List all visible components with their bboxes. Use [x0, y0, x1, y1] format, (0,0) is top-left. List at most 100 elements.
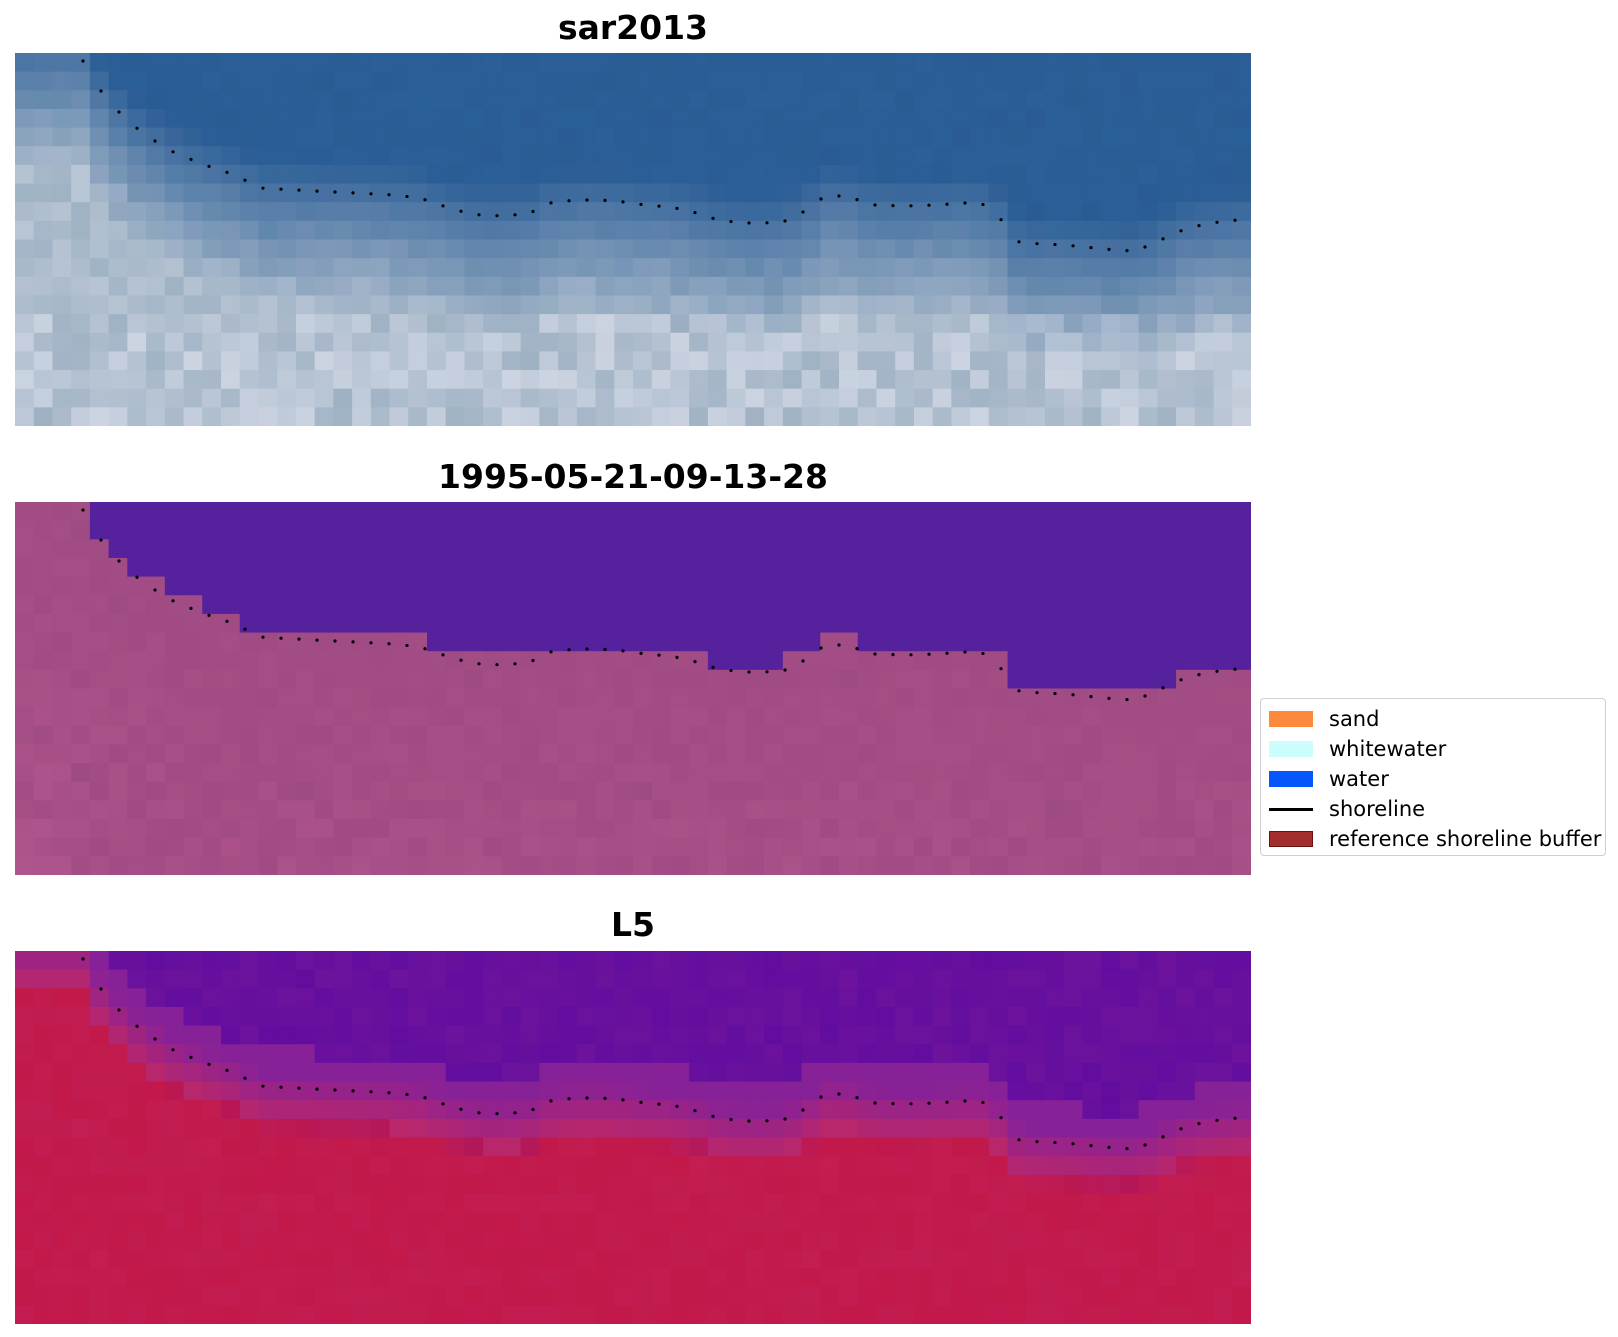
- image-pixel: [483, 370, 503, 390]
- image-pixel: [1101, 595, 1121, 615]
- image-pixel: [1138, 1212, 1158, 1232]
- image-pixel: [839, 951, 859, 971]
- image-pixel: [1101, 1025, 1121, 1045]
- image-pixel: [483, 651, 503, 671]
- classified-image: [15, 502, 1251, 875]
- image-pixel: [801, 90, 821, 110]
- shoreline-point: [927, 203, 931, 207]
- image-pixel: [1157, 800, 1177, 820]
- image-pixel: [427, 351, 447, 371]
- image-pixel: [370, 800, 391, 820]
- image-pixel: [1007, 539, 1027, 559]
- shoreline-point: [801, 659, 805, 663]
- image-pixel: [558, 53, 578, 73]
- shoreline-point: [585, 198, 589, 202]
- legend-item-reference-shoreline-buffer: reference shoreline buffer: [1269, 827, 1601, 851]
- image-pixel: [576, 763, 597, 783]
- image-pixel: [333, 800, 353, 820]
- image-pixel: [1063, 969, 1084, 989]
- image-pixel: [1213, 651, 1233, 671]
- image-pixel: [876, 576, 896, 596]
- image-pixel: [1045, 1156, 1065, 1176]
- image-pixel: [633, 351, 653, 371]
- image-pixel: [427, 1305, 447, 1324]
- image-pixel: [108, 71, 128, 91]
- shoreline-point: [369, 192, 373, 196]
- image-pixel: [689, 502, 709, 522]
- image-pixel: [52, 295, 72, 315]
- image-pixel: [1007, 108, 1027, 129]
- image-pixel: [1176, 1006, 1196, 1027]
- image-pixel: [932, 1044, 952, 1064]
- image-pixel: [1213, 239, 1233, 259]
- image-pixel: [15, 1118, 35, 1139]
- image-pixel: [1176, 520, 1196, 540]
- image-pixel: [445, 1305, 466, 1324]
- image-pixel: [333, 1230, 353, 1250]
- image-pixel: [408, 781, 428, 801]
- shoreline-point: [1215, 669, 1219, 673]
- image-pixel: [202, 1062, 222, 1083]
- image-pixel: [389, 314, 409, 334]
- image-pixel: [857, 146, 878, 166]
- image-pixel: [146, 164, 166, 185]
- image-pixel: [539, 1137, 559, 1157]
- image-pixel: [1232, 856, 1251, 875]
- image-pixel: [782, 258, 803, 278]
- shoreline-point: [855, 1096, 859, 1100]
- image-pixel: [89, 351, 110, 371]
- image-pixel: [71, 856, 91, 875]
- image-pixel: [745, 1174, 765, 1195]
- image-pixel: [576, 370, 597, 390]
- image-pixel: [445, 314, 466, 334]
- image-pixel: [164, 1230, 185, 1250]
- image-pixel: [52, 351, 72, 371]
- shoreline-point: [621, 649, 625, 653]
- image-pixel: [239, 781, 260, 801]
- shoreline-point: [1215, 220, 1219, 224]
- image-pixel: [277, 725, 297, 746]
- shoreline-point: [99, 987, 103, 991]
- image-pixel: [726, 595, 746, 615]
- shoreline-point: [963, 201, 967, 205]
- shoreline-point: [99, 538, 103, 542]
- image-pixel: [71, 1062, 91, 1083]
- image-pixel: [539, 388, 559, 408]
- image-pixel: [595, 388, 615, 408]
- image-pixel: [539, 1025, 559, 1045]
- image-pixel: [445, 332, 466, 352]
- image-pixel: [258, 669, 278, 690]
- image-pixel: [1138, 90, 1158, 110]
- image-pixel: [1082, 53, 1102, 73]
- image-pixel: [295, 539, 316, 559]
- image-pixel: [483, 1193, 503, 1213]
- image-pixel: [1157, 146, 1177, 166]
- image-pixel: [127, 388, 147, 408]
- image-pixel: [782, 276, 803, 297]
- image-pixel: [1007, 127, 1027, 147]
- image-pixel: [15, 108, 35, 129]
- image-pixel: [314, 707, 334, 727]
- image-pixel: [988, 557, 1009, 578]
- image-pixel: [370, 725, 391, 746]
- image-pixel: [614, 388, 634, 408]
- image-pixel: [501, 1100, 522, 1120]
- image-pixel: [707, 1249, 728, 1269]
- image-pixel: [857, 613, 878, 634]
- image-pixel: [277, 127, 297, 147]
- image-pixel: [1138, 502, 1158, 522]
- image-pixel: [988, 183, 1009, 203]
- image-pixel: [1026, 1305, 1046, 1324]
- image-pixel: [1232, 1230, 1251, 1250]
- image-pixel: [15, 90, 35, 110]
- image-pixel: [595, 90, 615, 110]
- image-pixel: [764, 1268, 784, 1288]
- image-pixel: [108, 1137, 128, 1157]
- image-pixel: [1194, 1249, 1215, 1269]
- image-pixel: [1007, 837, 1027, 857]
- image-pixel: [501, 856, 522, 875]
- image-pixel: [89, 781, 110, 801]
- image-pixel: [857, 557, 878, 578]
- image-pixel: [576, 1193, 597, 1213]
- image-pixel: [352, 669, 372, 690]
